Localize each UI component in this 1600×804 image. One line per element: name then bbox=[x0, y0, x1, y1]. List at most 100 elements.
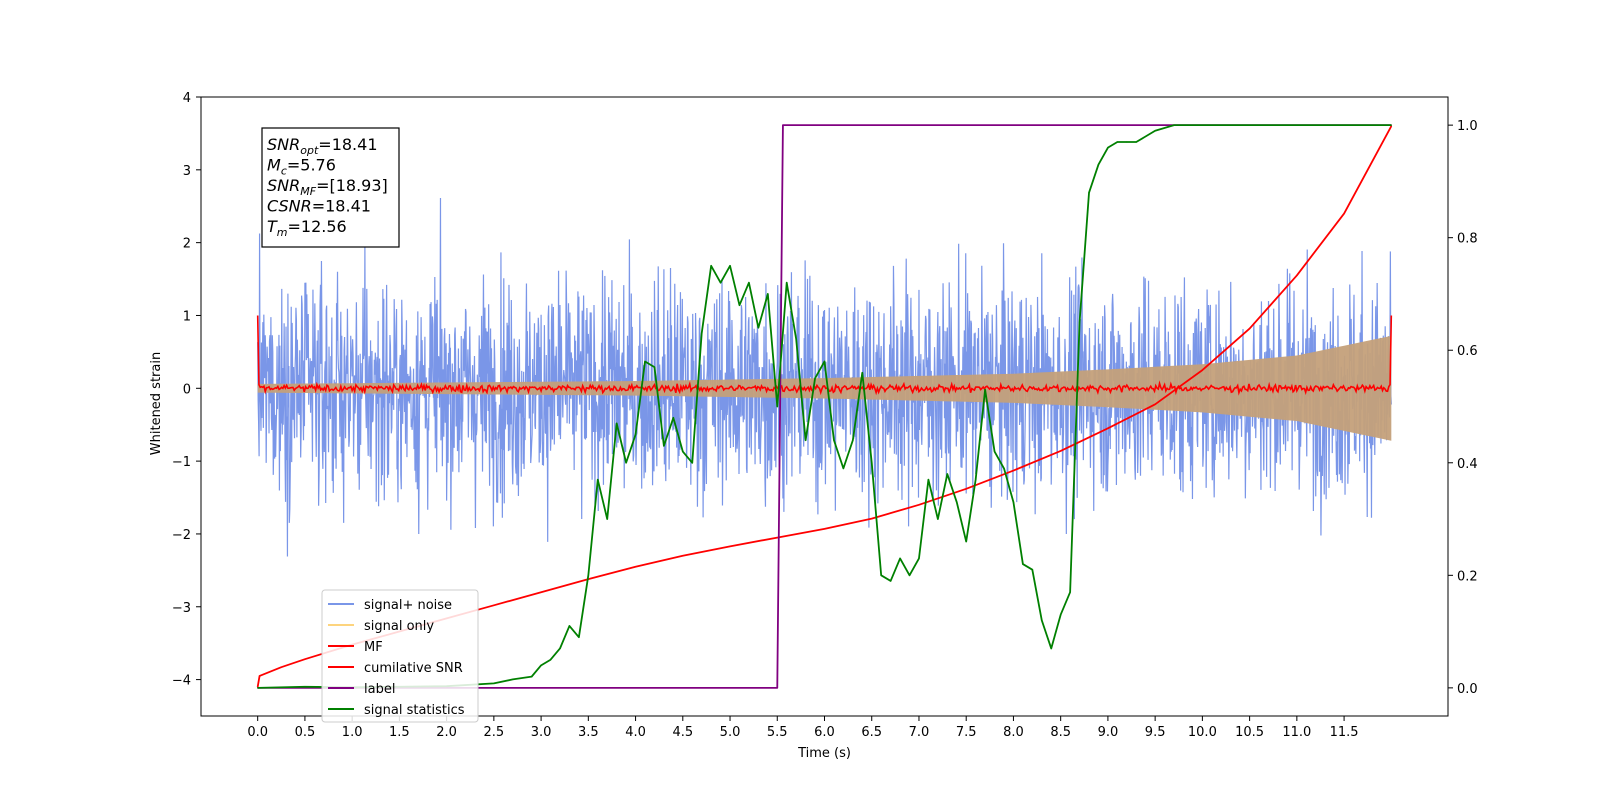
legend-label: MF bbox=[364, 640, 383, 655]
series-cumulative-snr-point bbox=[1296, 274, 1298, 277]
x-tick-label: 5.5 bbox=[767, 725, 788, 740]
series-signal-statistics-point bbox=[1154, 130, 1156, 132]
series-signal-statistics-point bbox=[833, 439, 835, 441]
series-signal-statistics-point bbox=[1116, 141, 1118, 143]
x-tick-label: 2.5 bbox=[484, 725, 505, 740]
series-signal-statistics-point bbox=[842, 467, 844, 469]
series-cumulative-snr-point bbox=[1060, 450, 1062, 452]
y-right-tick-label: 0.8 bbox=[1457, 232, 1478, 247]
series-cumulative-snr-point bbox=[634, 566, 637, 568]
series-signal-statistics-point bbox=[1107, 147, 1109, 149]
series-signal-statistics-point bbox=[1201, 124, 1203, 126]
legend-label: signal statistics bbox=[364, 703, 465, 718]
series-signal-statistics-point bbox=[653, 366, 656, 368]
series-cumulative-snr-point bbox=[1343, 212, 1345, 215]
series-signal-statistics-point bbox=[1050, 647, 1052, 650]
series-signal-statistics-point bbox=[512, 678, 514, 681]
x-axis-label: Time (s) bbox=[797, 746, 851, 761]
series-cumulative-snr-point bbox=[258, 675, 261, 677]
x-tick-label: 5.0 bbox=[720, 725, 741, 740]
legend-label: cumilative SNR bbox=[364, 661, 463, 676]
series-cumulative-snr-point bbox=[682, 555, 684, 557]
series-cumulative-snr-point bbox=[965, 488, 967, 490]
y-left-tick-label: 1 bbox=[183, 309, 191, 324]
series-signal-statistics-point bbox=[701, 332, 703, 334]
y-right-tick-label: 0.2 bbox=[1457, 569, 1478, 584]
series-signal-statistics-point bbox=[710, 265, 712, 267]
series-signal-statistics-point bbox=[993, 450, 996, 453]
series-signal-statistics-point bbox=[757, 327, 759, 329]
series-signal-statistics-point bbox=[587, 574, 589, 576]
series-cumulative-snr-point bbox=[1012, 469, 1015, 472]
x-tick-label: 6.5 bbox=[861, 725, 882, 740]
series-mf bbox=[256, 315, 1393, 396]
series-signal-statistics-point bbox=[918, 557, 920, 560]
x-tick-label: 9.0 bbox=[1098, 725, 1119, 740]
series-signal-statistics-point bbox=[1078, 321, 1081, 323]
x-tick-label: 4.5 bbox=[672, 725, 693, 740]
series-signal-statistics-point bbox=[786, 282, 788, 284]
series-signal-statistics-point bbox=[871, 462, 873, 464]
x-tick-label: 3.0 bbox=[531, 725, 552, 740]
series-signal-statistics-point bbox=[1249, 124, 1251, 126]
series-cumulative-snr-point bbox=[304, 658, 306, 660]
series-signal-statistics-point bbox=[559, 647, 561, 650]
x-tick-label: 9.5 bbox=[1145, 725, 1166, 740]
y-left-tick-label: 2 bbox=[183, 237, 191, 252]
series-signal-statistics-point bbox=[1390, 124, 1392, 126]
series-label-point bbox=[776, 687, 778, 689]
series-signal-statistics-point bbox=[729, 265, 731, 267]
series-signal-statistics-point bbox=[927, 479, 930, 481]
series-cumulative-snr-point bbox=[776, 536, 778, 539]
series-cumulative-snr-point bbox=[1154, 403, 1156, 405]
x-tick-label: 7.5 bbox=[956, 725, 977, 740]
series-signal-statistics-point bbox=[1173, 124, 1175, 126]
series-signal-statistics-point bbox=[748, 282, 750, 284]
series-cumulative-snr-point bbox=[1107, 427, 1109, 429]
annotation-line: CSNR=18.41 bbox=[267, 197, 371, 216]
y-axis-label: Whitened strain bbox=[149, 352, 164, 455]
series-signal-statistics-point bbox=[852, 439, 854, 441]
y-left-tick-label: 4 bbox=[183, 91, 191, 106]
y-left-tick-label: −4 bbox=[172, 674, 191, 689]
series-signal-statistics-point bbox=[597, 479, 599, 481]
series-signal-statistics-point bbox=[984, 389, 986, 391]
series-signal-statistics-point bbox=[616, 422, 618, 424]
series-signal-only bbox=[257, 335, 1392, 441]
x-tick-label: 4.0 bbox=[625, 725, 646, 740]
x-tick-label: 3.5 bbox=[578, 725, 599, 740]
series-signal-statistics-point bbox=[880, 574, 882, 576]
series-signal-statistics-point bbox=[540, 664, 542, 666]
series-signal-statistics-point bbox=[644, 360, 646, 363]
series-cumulative-snr-point bbox=[540, 591, 542, 593]
series-signal-statistics-point bbox=[946, 473, 948, 475]
series-signal-statistics-point bbox=[663, 445, 665, 447]
series-signal-statistics-point bbox=[1012, 501, 1015, 503]
y-right-tick-label: 1.0 bbox=[1457, 119, 1478, 134]
series-signal-statistics-point bbox=[767, 293, 769, 295]
series-signal-statistics-point bbox=[908, 574, 911, 576]
series-signal-statistics-point bbox=[1069, 591, 1071, 593]
series-signal-statistics-point bbox=[899, 557, 901, 560]
annotation-line: Mc=5.76 bbox=[267, 156, 336, 178]
annotation-box bbox=[261, 127, 400, 248]
series-signal-statistics-point bbox=[682, 450, 684, 453]
x-tick-label: 0.5 bbox=[295, 725, 316, 740]
legend-label: signal only bbox=[364, 619, 434, 634]
series-signal-statistics-point bbox=[975, 479, 977, 481]
series-label bbox=[257, 124, 1392, 689]
x-tick-label: 10.5 bbox=[1235, 725, 1264, 740]
series-signal-statistics-point bbox=[823, 360, 826, 363]
series-signal-statistics-point bbox=[672, 417, 674, 419]
series-signal-statistics-point bbox=[1041, 619, 1043, 621]
series-signal-statistics-point bbox=[493, 682, 495, 684]
y-right-tick-label: 0.0 bbox=[1457, 682, 1478, 697]
y-left-tick-label: 3 bbox=[183, 164, 191, 179]
series-signal-statistics-point bbox=[606, 518, 608, 520]
series-signal-statistics-point bbox=[578, 636, 580, 638]
series-signal-statistics-point bbox=[1003, 467, 1005, 469]
series-signal-statistics-point bbox=[805, 439, 807, 441]
x-tick-label: 1.5 bbox=[389, 725, 410, 740]
x-tick-label: 7.0 bbox=[909, 725, 930, 740]
series-cumulative-snr-point bbox=[493, 604, 495, 606]
